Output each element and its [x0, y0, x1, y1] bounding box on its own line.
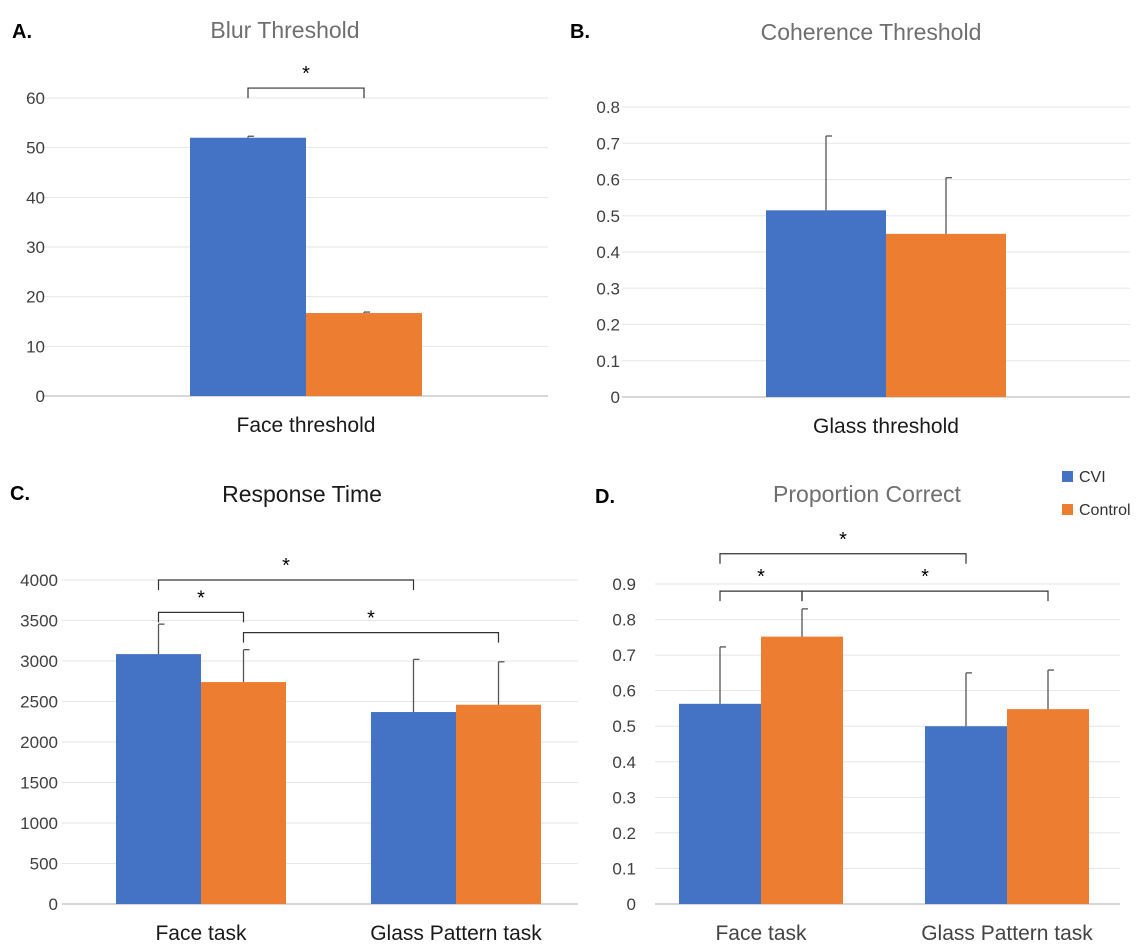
- y-tick-label: 0.5: [596, 207, 620, 226]
- y-tick-label: 3000: [20, 652, 58, 671]
- bar-control-0: [201, 682, 286, 904]
- y-tick-label: 0.1: [612, 859, 636, 878]
- category-label: Glass Pattern task: [370, 922, 542, 945]
- significance-bracket: [719, 553, 967, 564]
- significance-bracket: [801, 590, 1049, 602]
- bar-control-1: [1007, 709, 1089, 904]
- y-tick-label: 0.4: [596, 243, 620, 262]
- y-tick-label: 0.1: [596, 352, 620, 371]
- significance-star: *: [757, 566, 765, 588]
- y-tick-label: 10: [26, 337, 45, 356]
- y-tick-label: 0.6: [596, 171, 620, 190]
- chart-panel-c: C. Response Time 0 500 1000 1500 2000 2500 3000 3…: [10, 481, 578, 945]
- chart-title: Coherence Threshold: [761, 19, 982, 45]
- significance-bracket: [242, 632, 500, 643]
- category-label: Face threshold: [237, 414, 376, 437]
- chart-panel-d: D. Proportion Correct 0 0.1 0.2 0.3 0.4 0.5 0.6 0…: [595, 469, 1131, 945]
- significance-star: *: [302, 63, 310, 85]
- y-tick-label: 0.9: [612, 575, 636, 594]
- category-label: Glass threshold: [813, 415, 959, 438]
- y-tick-label: 50: [26, 139, 45, 158]
- panel-label: D.: [595, 486, 615, 508]
- significance-bracket: [247, 87, 365, 99]
- y-tick-label: 2500: [20, 693, 58, 712]
- panel-label: A.: [12, 21, 32, 43]
- y-tick-label: 0: [611, 388, 620, 407]
- significance-star: *: [197, 587, 205, 609]
- y-tick-label: 40: [26, 188, 45, 207]
- legend-swatch-cvi: [1062, 471, 1073, 482]
- bar-cvi-0: [116, 654, 201, 904]
- y-tick-label: 0.3: [612, 788, 636, 807]
- y-tick-label: 0: [36, 387, 45, 406]
- category-label: Face task: [155, 922, 247, 945]
- y-tick-label: 1000: [20, 814, 58, 833]
- significance-bracket: [157, 579, 415, 590]
- bar-cvi-0: [766, 210, 886, 397]
- significance-bracket: [719, 590, 803, 602]
- y-tick-label: 1500: [20, 774, 58, 793]
- y-tick-label: 30: [26, 238, 45, 257]
- significance-bracket: [157, 611, 245, 623]
- legend-label: CVI: [1079, 469, 1106, 486]
- y-tick-label: 0.8: [596, 98, 620, 117]
- y-tick-label: 0.5: [612, 717, 636, 736]
- chart-title: Response Time: [222, 481, 382, 507]
- legend-label: Control: [1079, 502, 1131, 519]
- legend: CVI Control: [1062, 469, 1131, 519]
- y-tick-label: 0.7: [612, 646, 636, 665]
- chart-panel-b: B. Coherence Threshold 0 0.1 0.2 0.3 0.4 0.5 0.6…: [570, 19, 1130, 438]
- y-tick-label: 0.8: [612, 611, 636, 630]
- significance-star: *: [921, 566, 929, 588]
- y-tick-label: 60: [26, 89, 45, 108]
- y-tick-label: 0: [627, 895, 636, 914]
- y-tick-label: 0.2: [612, 824, 636, 843]
- chart-panel-a: A. Blur Threshold 0 10 20 30 40 50 60 Face thresh…: [12, 17, 548, 437]
- bar-control-0: [761, 636, 843, 904]
- y-tick-label: 20: [26, 288, 45, 307]
- y-tick-label: 0: [49, 895, 58, 914]
- legend-swatch-control: [1062, 504, 1073, 515]
- chart-title: Proportion Correct: [773, 481, 962, 507]
- bar-cvi-0: [190, 137, 306, 396]
- bar-cvi-1: [925, 726, 1007, 904]
- panel-label: B.: [570, 21, 590, 43]
- bar-control-1: [456, 704, 541, 904]
- y-tick-label: 0.6: [612, 682, 636, 701]
- y-tick-label: 2000: [20, 733, 58, 752]
- y-tick-label: 0.7: [596, 134, 620, 153]
- significance-star: *: [282, 555, 290, 577]
- bar-control-0: [886, 233, 1006, 397]
- bar-control-0: [306, 313, 422, 396]
- y-tick-label: 4000: [20, 571, 58, 590]
- bar-cvi-0: [679, 703, 761, 904]
- panel-label: C.: [10, 483, 30, 505]
- category-label: Face task: [715, 922, 807, 945]
- chart-title: Blur Threshold: [210, 17, 359, 43]
- y-tick-label: 500: [30, 855, 58, 874]
- y-tick-label: 0.4: [612, 753, 636, 772]
- y-tick-label: 0.2: [596, 316, 620, 335]
- significance-star: *: [367, 608, 375, 630]
- y-tick-label: 0.3: [596, 279, 620, 298]
- category-label: Glass Pattern task: [921, 922, 1093, 945]
- y-tick-label: 3500: [20, 612, 58, 631]
- bar-cvi-1: [371, 712, 456, 904]
- significance-star: *: [839, 529, 847, 551]
